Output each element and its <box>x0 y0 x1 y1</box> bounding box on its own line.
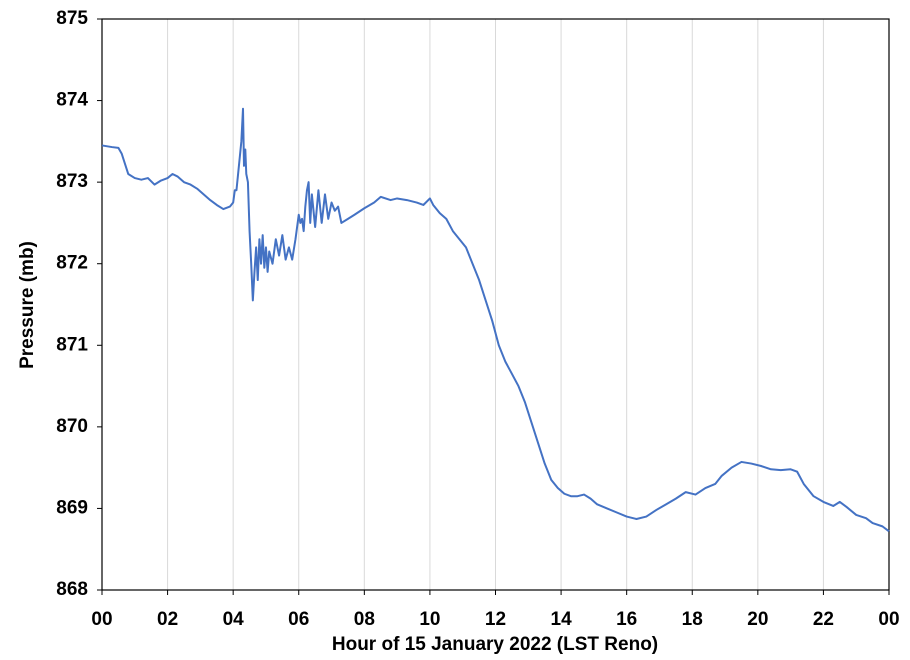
y-tick-label: 868 <box>56 579 88 600</box>
x-tick-label: 12 <box>485 609 506 630</box>
y-tick-label: 869 <box>56 497 88 518</box>
x-tick-label: 22 <box>813 609 834 630</box>
y-tick-label: 873 <box>56 171 88 192</box>
plot-border <box>101 18 890 591</box>
y-tick-label: 870 <box>56 416 88 437</box>
x-tick-label: 18 <box>682 609 703 630</box>
x-tick-label: 00 <box>878 609 899 630</box>
x-tick-label: 06 <box>288 609 309 630</box>
y-axis-label: Pressure (mb) <box>17 241 38 369</box>
y-tick-label: 874 <box>56 90 88 111</box>
y-tick-label: 872 <box>56 253 88 274</box>
x-tick-label: 08 <box>354 609 375 630</box>
y-tick-label: 871 <box>56 334 88 355</box>
x-tick-label: 00 <box>91 609 112 630</box>
x-tick-label: 04 <box>223 609 245 630</box>
x-tick-label: 14 <box>551 609 573 630</box>
data-line <box>101 107 890 533</box>
x-tick-label: 02 <box>157 609 178 630</box>
x-tick-label: 16 <box>616 609 637 630</box>
x-tick-label: 20 <box>747 609 768 630</box>
y-tick-label: 875 <box>56 8 88 29</box>
x-axis-label: Hour of 15 January 2022 (LST Reno) <box>332 634 658 655</box>
x-tick-label: 10 <box>419 609 440 630</box>
